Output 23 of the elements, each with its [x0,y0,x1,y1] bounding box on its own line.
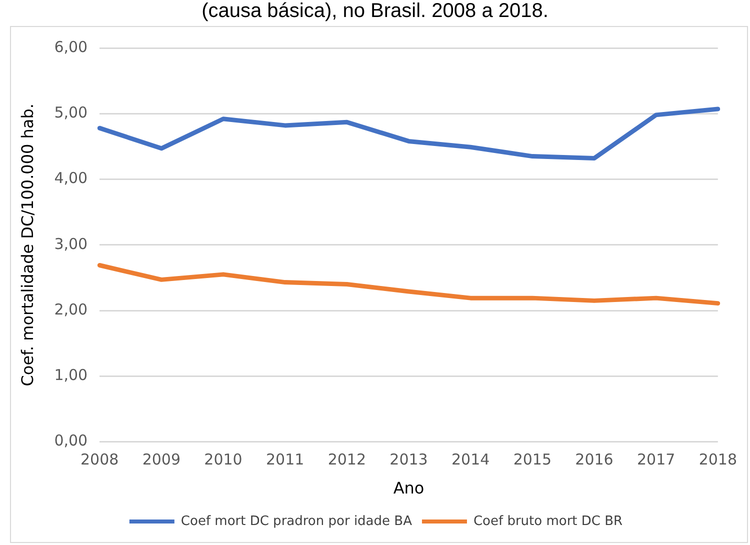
x-tick-label: 2015 [513,450,552,469]
y-tick-label: 5,00 [54,104,88,122]
x-tick-label: 2018 [698,450,738,469]
x-tick-label: 2016 [575,450,614,469]
x-tick-label: 2008 [80,450,119,469]
y-axis-title: Coef. mortalidade DC/100.000 hab. [18,104,37,386]
x-tick-label: 2014 [451,450,490,469]
y-tick-label: 1,00 [54,366,88,384]
x-axis-title: Ano [393,478,424,498]
legend-label: Coef bruto mort DC BR [473,514,623,529]
x-tick-label: 2013 [390,450,428,469]
y-tick-label: 4,00 [54,169,88,188]
x-tick-label: 2017 [636,450,676,469]
y-tick-label: 0,00 [54,432,88,450]
y-tick-label: 3,00 [54,234,88,253]
y-tick-label: 6,00 [54,38,88,56]
x-tick-label: 2010 [204,450,242,469]
x-tick-label: 2009 [142,450,181,469]
chart-title: (causa básica), no Brasil. 2008 a 2018. [200,0,550,22]
y-tick-label: 2,00 [54,300,88,318]
legend-label: Coef mort DC pradron por idade BA [180,514,412,529]
x-tick-label: 2012 [328,450,366,469]
x-tick-label: 2011 [266,450,304,469]
